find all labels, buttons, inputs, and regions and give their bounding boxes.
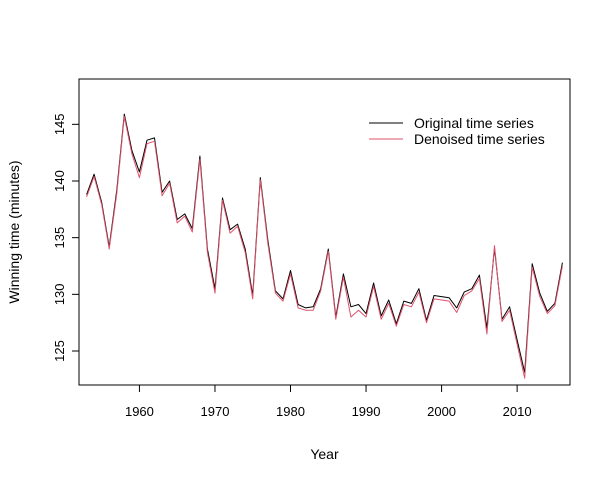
x-tick-label: 1970: [201, 404, 230, 419]
legend: Original time series Denoised time serie…: [369, 115, 545, 147]
y-tick-label: 125: [52, 340, 67, 362]
x-axis-title: Year: [310, 446, 339, 462]
x-tick-label: 1980: [276, 404, 305, 419]
legend-label-original: Original time series: [414, 115, 534, 131]
x-tick-label: 1960: [125, 404, 154, 419]
legend-label-denoised: Denoised time series: [414, 131, 545, 147]
y-tick-label: 135: [52, 227, 67, 249]
y-tick-label: 130: [52, 283, 67, 305]
y-tick-label: 140: [52, 170, 67, 192]
x-tick-label: 2010: [503, 404, 532, 419]
series-layer: [86, 113, 563, 379]
y-tick-label: 145: [52, 113, 67, 135]
x-tick-label: 2000: [427, 404, 456, 419]
y-axis: 125 130 135 140 145: [52, 113, 80, 362]
y-axis-title: Winning time (minutes): [6, 160, 22, 303]
x-axis: 1960 1970 1980 1990 2000 2010: [125, 384, 532, 419]
series-line-original: [86, 113, 563, 373]
series-line-denoised: [86, 115, 563, 379]
x-tick-label: 1990: [352, 404, 381, 419]
